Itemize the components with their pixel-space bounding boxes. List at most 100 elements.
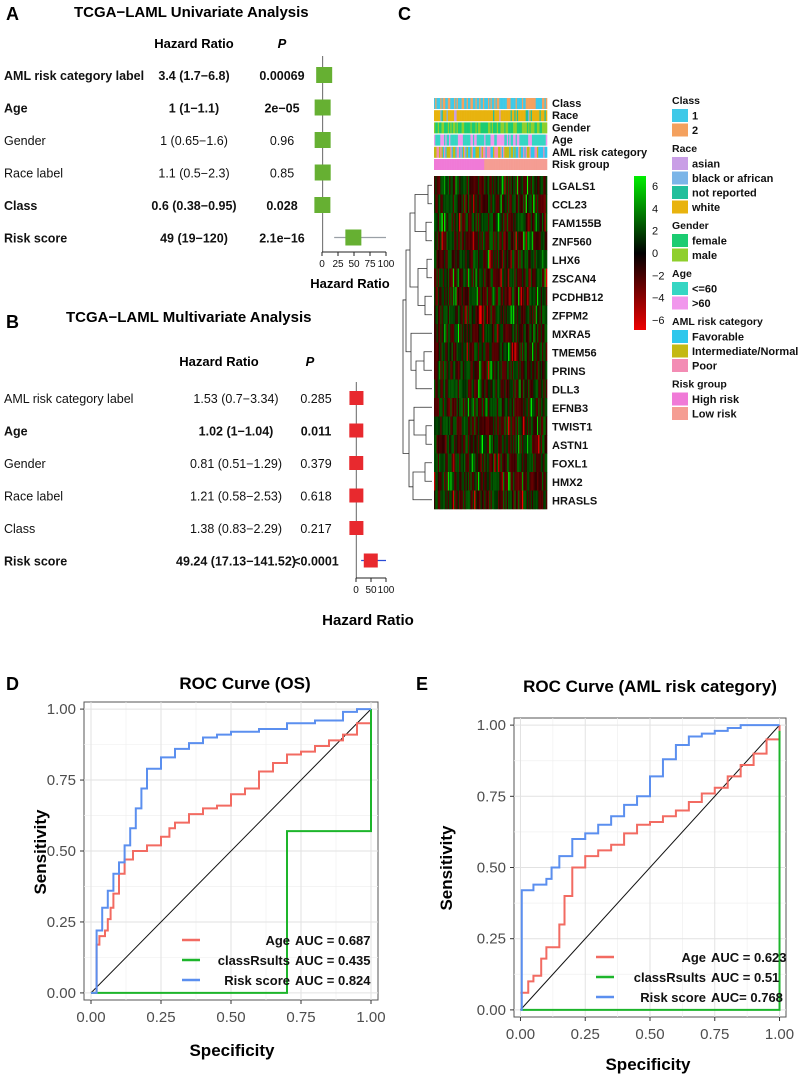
heatmap-cell [444, 342, 446, 362]
heatmap-cell [503, 250, 505, 269]
annotation-cell [479, 98, 481, 109]
heatmap-cell [480, 361, 483, 380]
annotation-cell [452, 146, 455, 158]
heatmap-cell [496, 194, 499, 214]
dendrogram-branch [426, 258, 432, 279]
heatmap-cell [469, 416, 471, 436]
heatmap-cell [470, 435, 472, 454]
heatmap-cell [484, 361, 486, 380]
heatmap-cell [516, 176, 519, 195]
heatmap-cell [479, 324, 481, 343]
heatmap-cell [514, 213, 516, 232]
heatmap-cell [469, 194, 471, 214]
heatmap-cell [450, 342, 452, 362]
annotation-cell [513, 134, 515, 146]
heatmap-cell [487, 398, 490, 417]
annotation-cell [460, 134, 462, 146]
heatmap-cell [541, 324, 544, 343]
heatmap-cell [535, 194, 538, 214]
heatmap-cell [467, 379, 470, 399]
annotation-track-label: Risk group [552, 159, 610, 171]
heatmap-cell [525, 342, 528, 362]
heatmap-cell [444, 435, 446, 454]
heatmap-cell [440, 231, 442, 251]
heatmap-cell [479, 361, 481, 380]
annotation-cell [446, 122, 449, 134]
annotation-cell [437, 98, 440, 109]
heatmap-cell [526, 361, 529, 380]
heatmap-cell [505, 342, 508, 362]
annotation-cell [494, 159, 496, 170]
heatmap-cell [484, 416, 486, 436]
annotation-cell [467, 98, 470, 109]
heatmap-cell [477, 379, 480, 399]
annotation-cell [536, 146, 539, 158]
heatmap-cell [518, 435, 520, 454]
heatmap-cell [520, 268, 523, 288]
annotation-cell [535, 98, 538, 109]
heatmap-cell [500, 287, 503, 306]
heatmap-cell [455, 305, 457, 325]
heatmap-cell [520, 490, 523, 510]
heatmap-cell [504, 453, 506, 473]
annotation-cell [490, 110, 493, 122]
heatmap-cell [450, 287, 452, 306]
annotation-cell [505, 159, 508, 170]
heatmap-cell [444, 472, 446, 491]
heatmap-cell [456, 398, 459, 417]
heatmap-cell [496, 416, 499, 436]
roc-os-x-label: Specificity [189, 1041, 275, 1060]
heatmap-cell [538, 213, 540, 232]
heatmap-cell [479, 176, 481, 195]
heatmap-cell [465, 453, 467, 473]
heatmap-cell [531, 305, 534, 325]
heatmap-cell [499, 250, 501, 269]
gene-label: ZNF560 [552, 237, 592, 249]
annotation-cell [503, 159, 505, 170]
heatmap-cell [476, 435, 479, 454]
heatmap-cell [515, 287, 518, 306]
heatmap-cell [528, 250, 530, 269]
heatmap-cell [435, 176, 437, 195]
heatmap-cell [460, 194, 462, 214]
heatmap-cell [480, 490, 483, 510]
heatmap-cell [461, 398, 464, 417]
heatmap-cell [475, 287, 477, 306]
heatmap-cell [543, 472, 545, 491]
heatmap-cell [539, 416, 542, 436]
heatmap-cell [459, 490, 461, 510]
annotation-cell [486, 98, 489, 109]
heatmap-cell [511, 287, 514, 306]
annotation-cell [469, 98, 471, 109]
univariate-title: TCGA−LAML Univariate Analysis [74, 4, 309, 21]
heatmap-cell [528, 231, 530, 251]
heatmap-cell [467, 231, 470, 251]
annotation-cell [474, 146, 476, 158]
heatmap-cell [466, 453, 469, 473]
annotation-cell [530, 134, 533, 146]
heatmap-cell [449, 287, 451, 306]
annotation-cell [509, 146, 511, 158]
heatmap-cell [445, 250, 447, 269]
heatmap-cell [477, 472, 480, 491]
heatmap-cell [447, 361, 450, 380]
heatmap-cell [475, 176, 477, 195]
heatmap-cell [513, 453, 515, 473]
annotation-cell [440, 159, 442, 170]
heatmap-cell [449, 213, 451, 232]
annotation-cell [514, 146, 516, 158]
annotation-cell [442, 110, 445, 122]
heatmap-cell [479, 287, 481, 306]
heatmap-cell [485, 398, 488, 417]
heatmap-cell [436, 361, 439, 380]
heatmap-cell [435, 305, 437, 325]
annotation-cell [481, 146, 484, 158]
heatmap-cell [434, 268, 436, 288]
heatmap-cell [543, 213, 545, 232]
heatmap-cell [514, 231, 516, 251]
row-dendrogram [402, 184, 432, 501]
heatmap-cell [520, 194, 523, 214]
colorbar-tick-label: −6 [652, 315, 665, 327]
heatmap-cell [514, 453, 516, 473]
heatmap-cell [469, 342, 471, 362]
